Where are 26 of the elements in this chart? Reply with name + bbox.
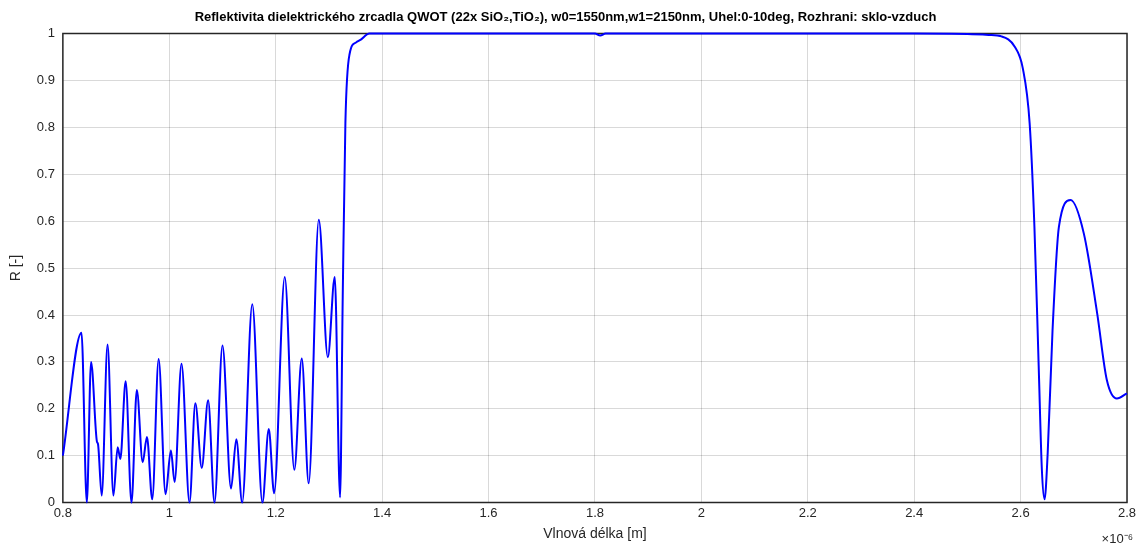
- chart-title: Reflektivita dielektrického zrcadla QWOT (22x SiO₂,TiO₂), w0=1550nm,w1=2150nm, Uhel:0-10deg, Rozhrani: sklo-vzduch: [194, 9, 937, 25]
- x-tick-label: 2.6: [1011, 504, 1030, 520]
- y-tick-label: 0.4: [36, 306, 55, 322]
- x-tick-label: 2.4: [905, 504, 924, 520]
- y-tick-label: 0.1: [36, 447, 55, 463]
- x-tick-label: 1.2: [266, 504, 285, 520]
- y-tick-label: 0.8: [36, 118, 55, 134]
- line-series: [61, 32, 1128, 504]
- x-tick-label: 1: [165, 504, 173, 520]
- x-tick-label: 2.2: [798, 504, 817, 520]
- y-tick-label: 0.3: [36, 353, 55, 369]
- y-tick-label: 0.7: [36, 165, 55, 181]
- x-tick-label: 1.8: [585, 504, 604, 520]
- x-tick-label: 2.8: [1117, 504, 1137, 520]
- y-tick-label: 1: [47, 25, 55, 41]
- y-tick-label: 0.2: [36, 400, 55, 416]
- y-axis-title: R [-]: [7, 254, 24, 282]
- x-axis-title: Vlnová délka [m]: [543, 525, 647, 542]
- y-tick-label: 0.6: [36, 212, 55, 228]
- x-tick-label: 1.6: [479, 504, 498, 520]
- text: ×10⁻⁶: [1101, 530, 1133, 547]
- y-tick-label: 0.9: [36, 72, 55, 88]
- x-tick-label: 2: [697, 504, 705, 520]
- y-tick-label: 0: [47, 494, 55, 510]
- y-tick-label: 0.5: [36, 259, 55, 275]
- x-tick-label: 1.4: [373, 504, 392, 520]
